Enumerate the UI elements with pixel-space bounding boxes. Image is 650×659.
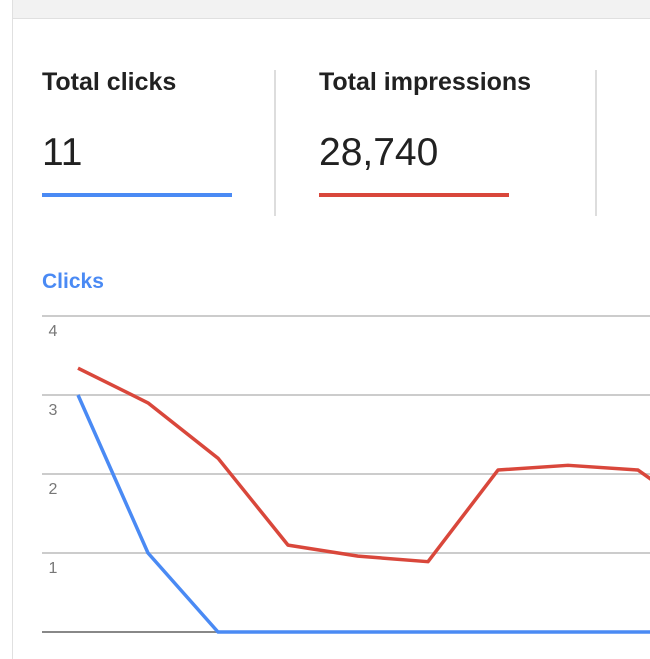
scorecard-bar: [319, 193, 509, 197]
divider: [274, 70, 276, 216]
y-tick-label: 4: [49, 323, 58, 340]
scorecard[interactable]: Total clicks 11: [42, 68, 242, 197]
y-tick-label: 2: [49, 481, 58, 498]
y-tick-label: 1: [49, 560, 58, 577]
divider: [595, 70, 597, 216]
top-bar: [12, 0, 650, 19]
y-tick-label: 3: [49, 402, 58, 419]
series-line: [77, 366, 650, 564]
scorecard-bar: [42, 193, 232, 197]
scorecard[interactable]: Total impressions 28,740: [319, 68, 579, 197]
series-line: [76, 394, 650, 634]
scorecard-label: Total clicks: [42, 68, 177, 96]
scorecard-value: 11: [42, 131, 83, 174]
chart-title: Clicks: [42, 270, 104, 293]
scorecard-value: 28,740: [319, 131, 439, 174]
left-border: [12, 0, 13, 659]
scorecard-label: Total impressions: [319, 68, 532, 96]
